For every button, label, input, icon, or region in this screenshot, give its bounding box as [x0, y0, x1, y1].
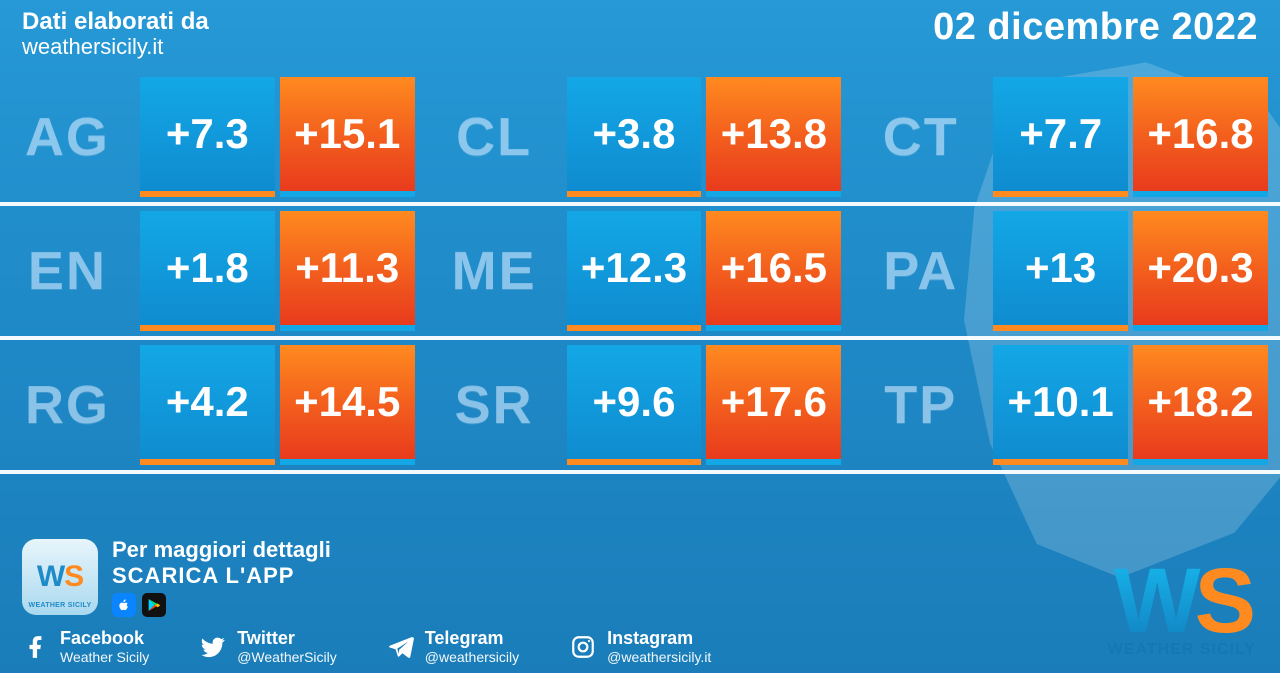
- temp-high: +17.6: [706, 345, 841, 465]
- app-promo-line1: Per maggiori dettagli: [112, 537, 331, 563]
- store-icons: [112, 593, 331, 617]
- temperature-grid: AG +7.3 +15.1 CL +3.8 +13.8 CT +7.7 +16.…: [0, 72, 1280, 474]
- temp-high: +14.5: [280, 345, 415, 465]
- brand-logo-text: WS: [1108, 565, 1256, 639]
- social-name: Instagram: [607, 628, 711, 649]
- province-cell-SR: SR +9.6 +17.6: [427, 340, 854, 470]
- temp-low: +13: [993, 211, 1128, 331]
- province-cell-RG: RG +4.2 +14.5: [0, 340, 427, 470]
- twitter-icon: [199, 633, 227, 661]
- header-source-line2: weathersicily.it: [22, 34, 209, 60]
- temp-high: +20.3: [1133, 211, 1268, 331]
- province-cell-TP: TP +10.1 +18.2: [853, 340, 1280, 470]
- province-cell-CL: CL +3.8 +13.8: [427, 72, 854, 202]
- temp-high: +18.2: [1133, 345, 1268, 465]
- header-source: Dati elaborati da weathersicily.it: [22, 8, 209, 60]
- province-cell-AG: AG +7.3 +15.1: [0, 72, 427, 202]
- instagram-icon: [569, 633, 597, 661]
- social-name: Facebook: [60, 628, 149, 649]
- province-code: TP: [853, 345, 988, 465]
- temp-low: +4.2: [140, 345, 275, 465]
- appstore-icon[interactable]: [112, 593, 136, 617]
- app-icon-sub: WEATHER SICILY: [29, 602, 92, 609]
- social-handle: @weathersicily.it: [607, 649, 711, 665]
- brand-logo: WS WEATHER SICILY: [1108, 565, 1256, 659]
- social-handle: Weather Sicily: [60, 649, 149, 665]
- temp-high: +16.8: [1133, 77, 1268, 197]
- temp-low: +7.3: [140, 77, 275, 197]
- telegram-icon: [387, 633, 415, 661]
- header-source-line1: Dati elaborati da: [22, 8, 209, 36]
- table-row: EN +1.8 +11.3 ME +12.3 +16.5 PA +13 +20.…: [0, 206, 1280, 340]
- province-code: EN: [0, 211, 135, 331]
- province-cell-CT: CT +7.7 +16.8: [853, 72, 1280, 202]
- province-code: ME: [427, 211, 562, 331]
- social-handle: @weathersicily: [425, 649, 519, 665]
- app-promo-line2: SCARICA L'APP: [112, 563, 331, 589]
- temp-high: +13.8: [706, 77, 841, 197]
- province-code: CL: [427, 77, 562, 197]
- facebook-icon: [22, 633, 50, 661]
- temp-high: +15.1: [280, 77, 415, 197]
- temp-high: +11.3: [280, 211, 415, 331]
- app-promo: WS WEATHER SICILY Per maggiori dettagli …: [0, 537, 1280, 617]
- social-twitter[interactable]: Twitter @WeatherSicily: [199, 628, 337, 665]
- province-cell-ME: ME +12.3 +16.5: [427, 206, 854, 336]
- temp-low: +10.1: [993, 345, 1128, 465]
- temp-low: +1.8: [140, 211, 275, 331]
- table-row: RG +4.2 +14.5 SR +9.6 +17.6 TP +10.1 +18…: [0, 340, 1280, 474]
- temp-high: +16.5: [706, 211, 841, 331]
- province-code: CT: [853, 77, 988, 197]
- temp-low: +12.3: [567, 211, 702, 331]
- header: Dati elaborati da weathersicily.it 02 di…: [0, 0, 1280, 62]
- header-date: 02 dicembre 2022: [933, 6, 1258, 49]
- province-code: PA: [853, 211, 988, 331]
- temp-low: +7.7: [993, 77, 1128, 197]
- province-code: AG: [0, 77, 135, 197]
- app-icon-text: WS: [37, 560, 83, 594]
- social-facebook[interactable]: Facebook Weather Sicily: [22, 628, 149, 665]
- social-bar: Facebook Weather Sicily Twitter @Weather…: [0, 628, 1280, 665]
- social-name: Telegram: [425, 628, 519, 649]
- social-name: Twitter: [237, 628, 337, 649]
- province-cell-PA: PA +13 +20.3: [853, 206, 1280, 336]
- temp-low: +9.6: [567, 345, 702, 465]
- social-handle: @WeatherSicily: [237, 649, 337, 665]
- table-row: AG +7.3 +15.1 CL +3.8 +13.8 CT +7.7 +16.…: [0, 72, 1280, 206]
- province-code: SR: [427, 345, 562, 465]
- social-instagram[interactable]: Instagram @weathersicily.it: [569, 628, 711, 665]
- app-promo-text: Per maggiori dettagli SCARICA L'APP: [112, 537, 331, 617]
- province-code: RG: [0, 345, 135, 465]
- province-cell-EN: EN +1.8 +11.3: [0, 206, 427, 336]
- temp-low: +3.8: [567, 77, 702, 197]
- social-telegram[interactable]: Telegram @weathersicily: [387, 628, 519, 665]
- playstore-icon[interactable]: [142, 593, 166, 617]
- app-icon[interactable]: WS WEATHER SICILY: [22, 539, 98, 615]
